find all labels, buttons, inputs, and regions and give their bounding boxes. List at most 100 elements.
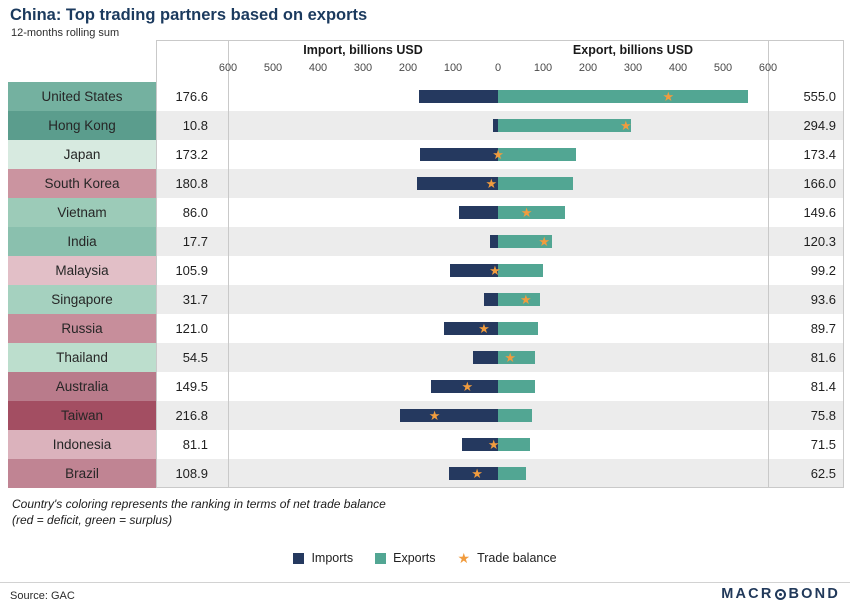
export-value: 99.2 (810, 263, 836, 278)
export-value: 93.6 (810, 292, 836, 307)
chart-row: United States 176.6 ★ 555.0 (8, 82, 844, 111)
import-bar (459, 206, 498, 219)
axis-tick: 400 (308, 62, 328, 74)
import-value: 108.9 (175, 466, 208, 481)
import-value: 86.0 (182, 205, 208, 220)
country-label: India (8, 227, 156, 256)
country-label: Hong Kong (8, 111, 156, 140)
import-value: 173.2 (175, 147, 208, 162)
chart-row: Brazil 108.9 ★ 62.5 (8, 459, 844, 488)
trade-balance-star: ★ (471, 466, 483, 481)
country-label: United States (8, 82, 156, 111)
chart-table: Import, billions USD Export, billions US… (8, 40, 844, 488)
country-label: Malaysia (8, 256, 156, 285)
trade-balance-star: ★ (662, 89, 675, 104)
bar-track: ★ (228, 314, 768, 343)
chart-row: Indonesia 81.1 ★ 71.5 (8, 430, 844, 459)
trade-balance-star: ★ (461, 379, 474, 394)
bar-track: ★ (228, 343, 768, 372)
legend-exports-label: Exports (393, 551, 436, 565)
trade-balance-star: ★ (478, 321, 490, 336)
import-bar (461, 438, 498, 451)
export-value: 75.8 (810, 408, 836, 423)
legend-item-exports: Exports (375, 551, 436, 565)
axis-label-export: Export, billions USD (572, 43, 694, 57)
logo-text-left: MACR (721, 586, 774, 602)
axis-tick: 0 (494, 62, 502, 74)
legend-trade-balance-label: Trade balance (477, 551, 557, 565)
export-bar (498, 119, 631, 132)
exports-swatch-icon (375, 552, 387, 564)
chart-row: India 17.7 ★ 120.3 (8, 227, 844, 256)
chart-row: South Korea 180.8 ★ 166.0 (8, 169, 844, 198)
export-bar (498, 467, 527, 480)
axis-tick: 200 (398, 62, 418, 74)
axis-header: Import, billions USD Export, billions US… (8, 40, 844, 82)
axis-tick: 600 (758, 62, 778, 74)
import-bar (416, 177, 498, 190)
bar-track: ★ (228, 198, 768, 227)
bar-track: ★ (228, 82, 768, 111)
export-bar (498, 351, 535, 364)
country-label: Indonesia (8, 430, 156, 459)
trade-balance-star: ★ (538, 234, 550, 249)
chart-row: Taiwan 216.8 ★ 75.8 (8, 401, 844, 430)
axis-tick: 600 (218, 62, 238, 74)
import-bar (420, 148, 498, 161)
header-export-spacer (768, 40, 844, 82)
import-bar (443, 322, 498, 335)
country-label: Singapore (8, 285, 156, 314)
import-value: 10.8 (182, 118, 208, 133)
header-import-spacer (156, 40, 228, 82)
macrobond-logo: MACR BOND (721, 586, 840, 602)
export-value: 166.0 (803, 176, 836, 191)
import-bar (493, 119, 498, 132)
legend-item-trade-balance: ★ Trade balance (457, 549, 557, 566)
table-top-rule (156, 40, 844, 41)
note-line-2: (red = deficit, green = surplus) (12, 513, 173, 527)
export-bar (498, 380, 535, 393)
import-value: 149.5 (175, 379, 208, 394)
trade-balance-star: ★ (428, 408, 441, 423)
legend: Imports Exports ★ Trade balance (0, 551, 850, 565)
export-bar (498, 438, 531, 451)
column-divider (228, 40, 229, 488)
axis-header-chart: Import, billions USD Export, billions US… (219, 40, 777, 82)
trade-balance-star: ★ (620, 118, 632, 133)
bar-track: ★ (228, 430, 768, 459)
chart-row: Thailand 54.5 ★ 81.6 (8, 343, 844, 372)
bar-track: ★ (228, 285, 768, 314)
trade-balance-star: ★ (485, 176, 498, 191)
chart-subtitle: 12-months rolling sum (11, 27, 120, 39)
export-value: 71.5 (810, 437, 836, 452)
country-label: Japan (8, 140, 156, 169)
logo-text-right: BOND (788, 586, 840, 602)
imports-swatch-icon (293, 552, 305, 564)
import-bar (450, 264, 498, 277)
export-bar (498, 90, 748, 103)
bar-track: ★ (228, 169, 768, 198)
import-value: 105.9 (175, 263, 208, 278)
export-bar (498, 322, 539, 335)
trade-balance-star: ★ (492, 147, 504, 162)
macrobond-o-icon (774, 588, 786, 600)
table-bottom-rule (156, 487, 844, 488)
axis-tick: 100 (443, 62, 463, 74)
bar-track: ★ (228, 372, 768, 401)
axis-tick: 400 (668, 62, 688, 74)
import-bar (418, 90, 498, 103)
note-line-1: Country's coloring represents the rankin… (12, 497, 386, 511)
bar-track: ★ (228, 140, 768, 169)
chart-row: Hong Kong 10.8 ★ 294.9 (8, 111, 844, 140)
import-value: 81.1 (182, 437, 208, 452)
axis-label-import: Import, billions USD (303, 43, 423, 57)
country-label: Russia (8, 314, 156, 343)
bar-track: ★ (228, 401, 768, 430)
trade-balance-star: ★ (489, 263, 501, 278)
country-label: Vietnam (8, 198, 156, 227)
import-bar (449, 467, 498, 480)
trade-balance-star-icon: ★ (457, 549, 471, 566)
bar-track: ★ (228, 227, 768, 256)
bar-track: ★ (228, 111, 768, 140)
axis-ticks: 600 500 400 300 200 100 0 100 200 300 400 500 600 (219, 58, 777, 82)
